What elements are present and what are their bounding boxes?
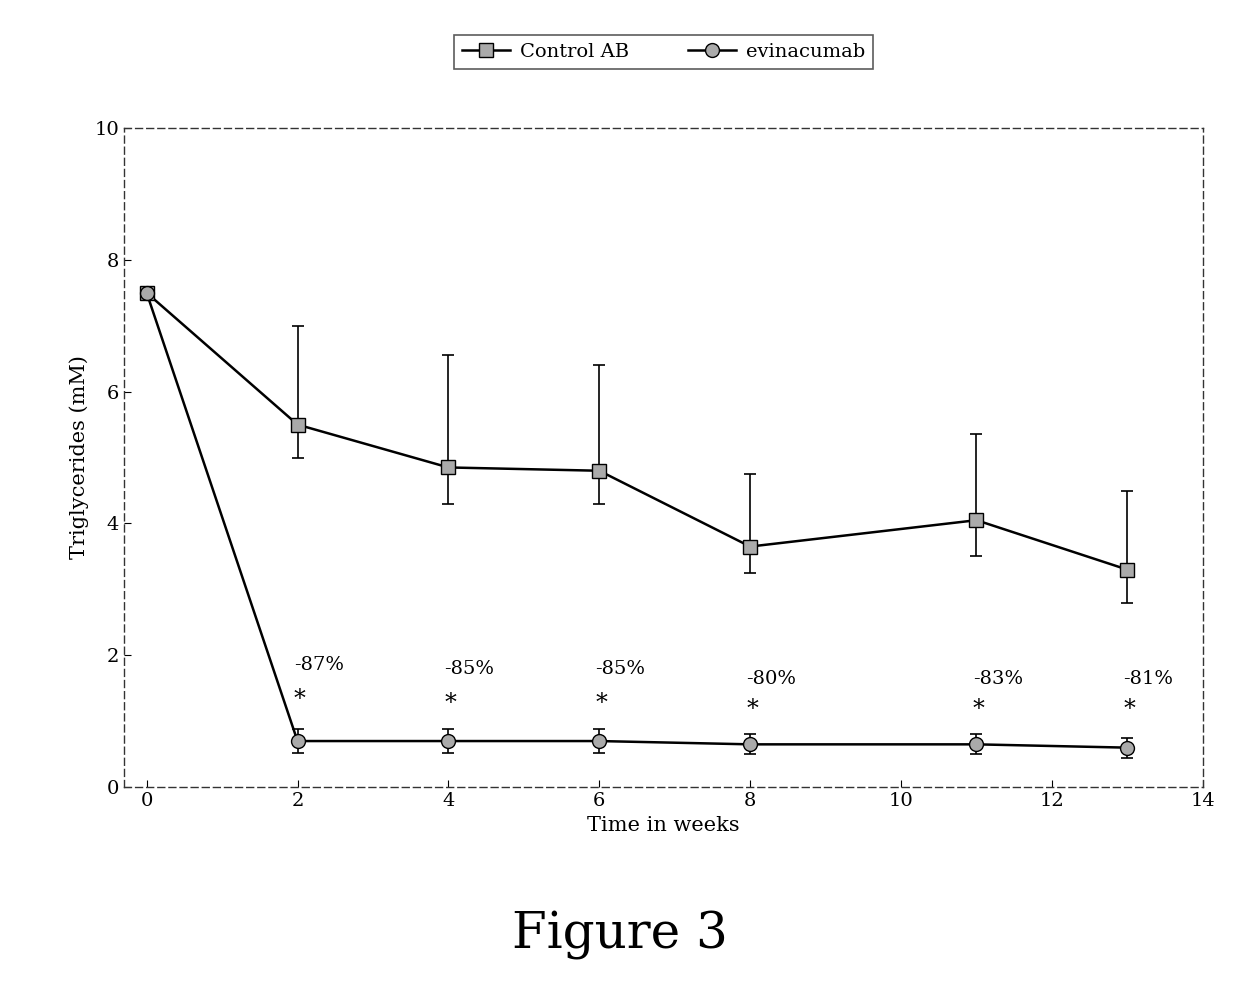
Legend: Control AB, evinacumab: Control AB, evinacumab [454,35,873,69]
Text: *: * [1123,699,1136,721]
Text: -85%: -85% [595,660,646,678]
Text: -85%: -85% [445,660,495,678]
Text: *: * [445,692,456,714]
Text: -87%: -87% [294,655,343,674]
Text: *: * [294,689,305,711]
X-axis label: Time in weeks: Time in weeks [587,816,740,834]
Y-axis label: Triglycerides (mM): Triglycerides (mM) [69,355,89,560]
Text: Figure 3: Figure 3 [512,910,728,959]
Text: -81%: -81% [1123,670,1173,688]
Text: *: * [746,699,758,721]
Text: *: * [595,692,608,714]
Text: -80%: -80% [746,670,796,688]
Text: -83%: -83% [972,670,1023,688]
Text: *: * [972,699,985,721]
